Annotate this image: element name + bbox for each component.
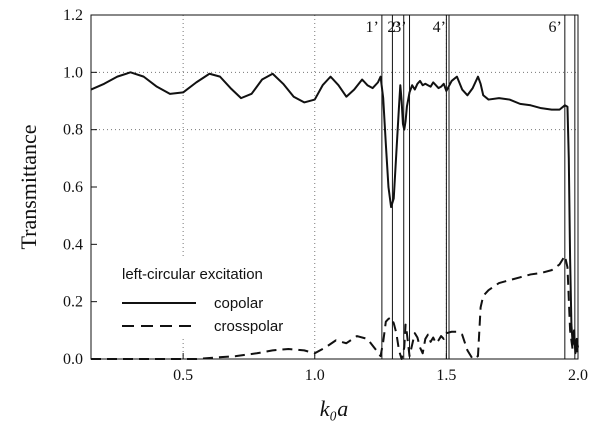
y-tick-label: 0.0	[63, 351, 83, 368]
legend-title: left-circular excitation	[122, 266, 263, 283]
legend-copolar-label: copolar	[214, 295, 263, 312]
resonance-label: 4’	[433, 19, 446, 36]
y-tick-label: 0.8	[63, 122, 83, 139]
y-axis-label: Transmittance	[16, 124, 41, 249]
legend-crosspolar-label: crosspolar	[214, 318, 283, 335]
series-group	[90, 71, 579, 360]
series-copolar	[90, 71, 579, 355]
resonance-label: 2’	[387, 19, 400, 36]
resonance-lines: 1’ 2’3’ 4’ 6’	[366, 15, 576, 359]
x-tick-label: 1.0	[305, 367, 325, 384]
x-tick-label: 2.0	[568, 367, 588, 384]
y-tick-label: 1.0	[63, 64, 83, 81]
y-axis-ticks: 0.0 0.2 0.4 0.6 0.8 1.0 1.2	[63, 7, 97, 368]
legend-background	[112, 257, 312, 337]
y-tick-label: 1.2	[63, 7, 83, 24]
resonance-label: 3’	[393, 19, 406, 36]
x-tick-label: 0.5	[173, 367, 193, 384]
resonance-label: 6’	[549, 19, 562, 36]
x-axis-ticks: 0.5 1.0 1.5 2.0	[173, 353, 588, 384]
y-tick-label: 0.2	[63, 294, 83, 311]
legend: left-circular excitation copolar crosspo…	[112, 257, 312, 337]
y-tick-label: 0.4	[63, 236, 83, 253]
y-tick-label: 0.6	[63, 179, 83, 196]
resonance-label: 1’	[366, 19, 379, 36]
x-tick-label: 1.5	[436, 367, 456, 384]
x-axis-label: k₀a	[320, 396, 348, 421]
